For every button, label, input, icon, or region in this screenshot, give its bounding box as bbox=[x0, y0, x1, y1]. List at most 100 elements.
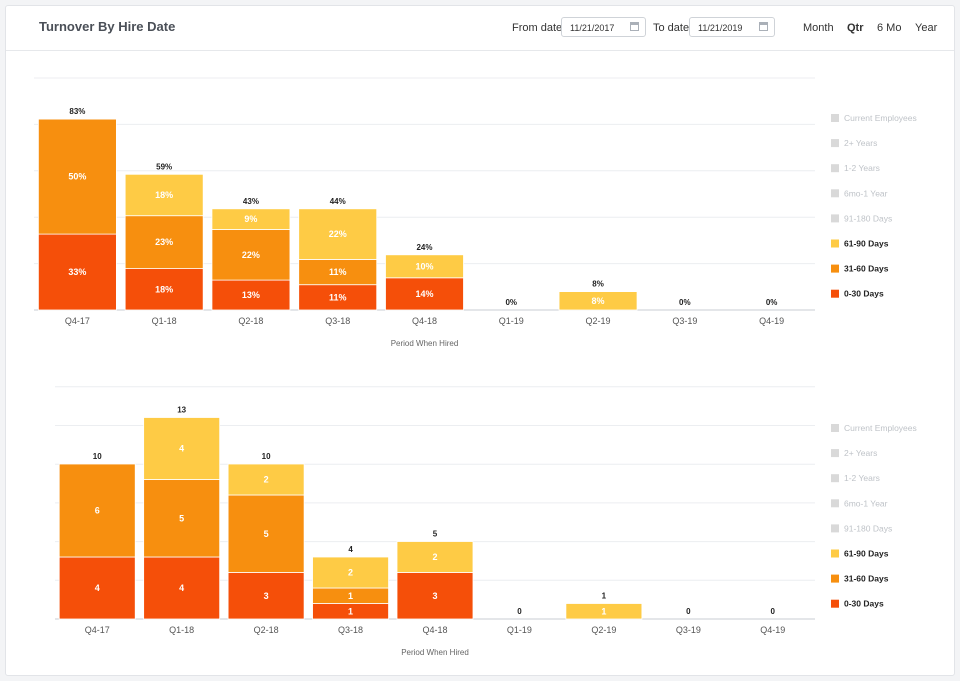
data-label: 10% bbox=[415, 261, 433, 271]
total-label: 59% bbox=[156, 162, 172, 171]
legend-swatch bbox=[831, 214, 839, 223]
legend-item: 61-90 Days bbox=[844, 549, 889, 559]
legend-item: 0-30 Days bbox=[844, 289, 884, 299]
legend-swatch bbox=[831, 599, 839, 608]
legend-item: Current Employees bbox=[844, 113, 917, 123]
bar-segment bbox=[124, 215, 204, 269]
legend-item: 2+ Years bbox=[844, 448, 877, 458]
bar-segment bbox=[312, 556, 389, 589]
x-tick-label: Q3-19 bbox=[672, 316, 697, 326]
x-axis-title: Period When Hired bbox=[391, 339, 459, 348]
chart-percent: 33% 50% 83% Q4-17 18% 23% 18% 59% Q1-18 13% 22% 9% 4… bbox=[34, 77, 917, 348]
legend-swatch bbox=[831, 499, 839, 508]
x-tick-label: Q1-18 bbox=[152, 316, 177, 326]
x-axis-title: Period When Hired bbox=[401, 648, 469, 657]
x-tick-label: Q3-18 bbox=[338, 625, 363, 635]
data-label: 6 bbox=[95, 506, 100, 516]
data-label: 4 bbox=[179, 583, 184, 593]
bar-segment bbox=[211, 208, 291, 230]
x-tick-label: Q4-18 bbox=[412, 316, 437, 326]
legend-item: 31-60 Days bbox=[844, 264, 889, 274]
legend-item: 61-90 Days bbox=[844, 239, 889, 249]
legend-swatch bbox=[831, 264, 839, 273]
legend-swatch bbox=[831, 114, 839, 122]
period-6mo-button[interactable]: 6 Mo bbox=[877, 22, 902, 34]
total-label: 5 bbox=[433, 530, 438, 539]
bar-segment bbox=[211, 229, 291, 281]
bar-segment bbox=[227, 463, 305, 496]
bar-segment bbox=[385, 277, 464, 311]
x-tick-label: Q1-19 bbox=[499, 316, 524, 326]
total-label: 0% bbox=[505, 298, 517, 307]
data-label: 4 bbox=[179, 444, 184, 454]
bar-segment bbox=[396, 541, 474, 573]
total-label: 8% bbox=[592, 280, 604, 289]
data-label: 8% bbox=[592, 296, 605, 306]
legend-item: 31-60 Days bbox=[844, 574, 889, 584]
data-label: 1 bbox=[348, 606, 353, 616]
legend-item: 1-2 Years bbox=[844, 163, 880, 173]
card-header: Turnover By Hire Date From date 11/21/20… bbox=[6, 6, 954, 51]
legend-swatch bbox=[831, 474, 839, 483]
from-date-value: 11/21/2017 bbox=[570, 23, 615, 33]
x-tick-label: Q1-18 bbox=[169, 625, 194, 635]
bar-segment bbox=[565, 603, 643, 620]
period-month-button[interactable]: Month bbox=[803, 22, 834, 34]
legend-swatch bbox=[831, 189, 839, 198]
total-label: 0 bbox=[517, 607, 522, 616]
legend-swatch bbox=[831, 239, 839, 248]
x-tick-label: Q4-17 bbox=[85, 625, 110, 635]
x-tick-label: Q2-19 bbox=[586, 316, 611, 326]
legend-item: 91-180 Days bbox=[844, 523, 892, 533]
calendar-icon[interactable] bbox=[759, 22, 768, 31]
data-label: 13% bbox=[242, 290, 260, 300]
to-date-input[interactable]: 11/21/2019 bbox=[689, 17, 775, 37]
legend-item: 2+ Years bbox=[844, 138, 877, 148]
total-label: 83% bbox=[69, 107, 85, 116]
to-date-label: To date bbox=[653, 22, 690, 34]
data-label: 14% bbox=[415, 289, 433, 299]
legend-item: Current Employees bbox=[844, 423, 917, 433]
bar-segment bbox=[558, 291, 638, 311]
calendar-icon[interactable] bbox=[630, 22, 639, 31]
bar-segment bbox=[143, 417, 221, 480]
bar-segment bbox=[124, 268, 204, 311]
data-label: 3 bbox=[264, 591, 269, 601]
data-label: 3 bbox=[432, 591, 437, 601]
total-label: 13 bbox=[177, 406, 186, 415]
total-label: 24% bbox=[416, 243, 432, 252]
legend-swatch bbox=[831, 424, 839, 432]
x-tick-label: Q2-18 bbox=[238, 316, 263, 326]
period-qtr-button[interactable]: Qtr bbox=[847, 22, 864, 34]
x-tick-label: Q4-17 bbox=[65, 316, 90, 326]
legend-swatch bbox=[831, 449, 839, 458]
total-label: 0 bbox=[771, 607, 776, 616]
bar-segment bbox=[124, 173, 204, 217]
data-label: 22% bbox=[329, 229, 347, 239]
data-label: 11% bbox=[329, 267, 347, 277]
data-label: 22% bbox=[242, 250, 260, 260]
bar-segment bbox=[211, 279, 291, 311]
data-label: 33% bbox=[68, 267, 86, 277]
data-label: 2 bbox=[264, 475, 269, 485]
legend-swatch bbox=[831, 164, 839, 173]
from-date-label: From date bbox=[512, 22, 563, 34]
total-label: 10 bbox=[262, 452, 271, 461]
x-tick-label: Q3-19 bbox=[676, 625, 701, 635]
page-title: Turnover By Hire Date bbox=[39, 19, 176, 34]
total-label: 44% bbox=[330, 197, 346, 206]
data-label: 1 bbox=[348, 591, 353, 601]
legend-swatch bbox=[831, 574, 839, 583]
period-year-button[interactable]: Year bbox=[915, 22, 938, 34]
legend-item: 6mo-1 Year bbox=[844, 498, 888, 508]
data-label: 23% bbox=[155, 237, 173, 247]
legend-item: 91-180 Days bbox=[844, 213, 892, 223]
bar-segment bbox=[143, 556, 221, 620]
x-tick-label: Q2-19 bbox=[591, 625, 616, 635]
total-label: 10 bbox=[93, 452, 102, 461]
bar-segment bbox=[298, 208, 378, 260]
from-date-input[interactable]: 11/21/2017 bbox=[561, 17, 646, 37]
data-label: 5 bbox=[179, 513, 184, 523]
total-label: 4 bbox=[348, 545, 353, 554]
